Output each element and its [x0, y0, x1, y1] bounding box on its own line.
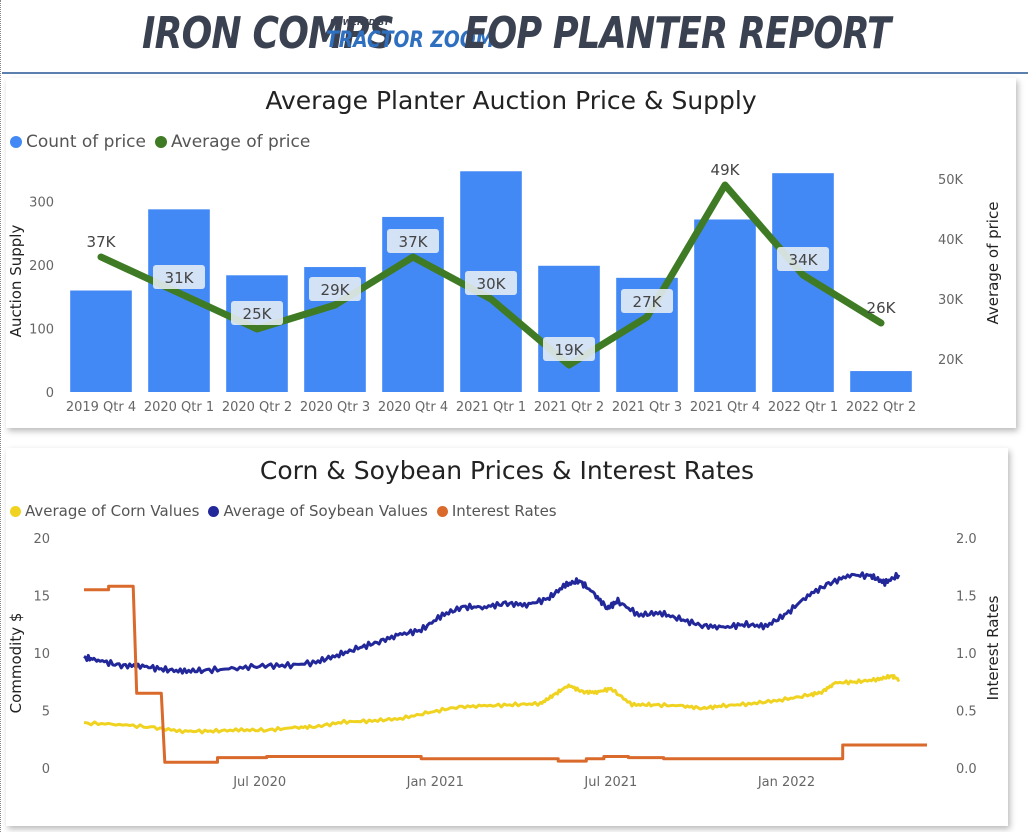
y2-axis-title: Average of price [984, 202, 1002, 325]
soybean-line [83, 571, 901, 675]
y2-tick-label: 50K [938, 173, 964, 188]
bar [70, 290, 132, 392]
data-label-bg [777, 247, 829, 271]
commodity-interest-card: Corn & Soybean Prices & Interest Rates A… [6, 448, 1008, 826]
y-tick-label: 100 [29, 323, 54, 338]
data-label-bg [309, 277, 361, 301]
y2-tick-label: 2.0 [956, 532, 977, 547]
legend-item-corn[interactable]: Average of Corn Values [10, 502, 199, 520]
y2-tick-label: 30K [938, 293, 964, 308]
y-tick-label: 10 [33, 647, 50, 662]
data-label: 27K [633, 293, 663, 311]
y2-tick-label: 1.0 [956, 647, 977, 662]
data-label-bg [231, 301, 283, 325]
y-tick-label: 15 [33, 590, 50, 605]
interest-rate-line [84, 584, 927, 764]
legend-label: Count of price [26, 132, 146, 152]
legend-dot-icon [10, 136, 22, 148]
legend-dot-icon [10, 505, 21, 517]
data-label: 25K [243, 305, 273, 323]
report-header: IRON COMPS POWERED BY TRACTOR ZOOM EOP P… [0, 0, 1028, 74]
data-label: 29K [321, 281, 351, 299]
data-label: 19K [555, 341, 585, 359]
data-label: 49K [711, 161, 741, 179]
chart1-plot: 0 100 200 300 20K 30K 40K 50K Auction Supply Aver… [7, 161, 1002, 415]
y-tick-label: 20 [33, 532, 50, 547]
data-label: 31K [165, 269, 195, 287]
y-tick-label: 200 [29, 259, 54, 274]
y-tick-label: 0 [46, 386, 54, 401]
y-axis-title: Commodity $ [7, 613, 25, 714]
bar [538, 265, 600, 392]
legend-label: Average of Corn Values [25, 502, 200, 520]
y-tick-label: 0 [42, 762, 50, 777]
x-tick-label: 2021 Qtr 1 [456, 400, 526, 415]
data-label-bg [621, 289, 673, 313]
data-label: 37K [399, 233, 429, 251]
bar [772, 173, 834, 392]
chart2-plot: 0 5 10 15 20 0.0 0.5 1.0 1.5 2.0 Jul 2020 Jan 2021 J… [7, 532, 1002, 790]
legend-dot-icon [155, 136, 167, 148]
data-label-bg [387, 229, 439, 253]
y2-axis-title: Interest Rates [984, 595, 1002, 700]
x-tick-label: 2022 Qtr 2 [846, 400, 916, 415]
data-label-bg [465, 271, 517, 295]
planter-price-supply-card: Average Planter Auction Price & Supply C… [6, 78, 1016, 428]
left-dotted-rule [0, 0, 2, 832]
x-tick-label: 2020 Qtr 1 [144, 400, 214, 415]
legend-dot-icon [436, 505, 448, 517]
legend-item-soybean[interactable]: Average of Soybean Values [208, 502, 428, 520]
header-divider [2, 72, 1028, 74]
bar [226, 275, 288, 392]
legend-label: Interest Rates [451, 502, 557, 520]
legend-item-average[interactable]: Average of price [155, 132, 310, 152]
x-tick-label: Jul 2021 [583, 775, 637, 790]
report-title: EOP PLANTER REPORT [464, 8, 891, 59]
chart2-legend: Average of Corn Values Average of Soybea… [10, 502, 566, 520]
data-label: 37K [87, 233, 117, 251]
legend-dot-icon [208, 505, 220, 517]
legend-item-interest[interactable]: Interest Rates [436, 502, 557, 520]
brand-main: IRON COMPS [142, 8, 395, 59]
x-tick-label: 2020 Qtr 2 [222, 400, 292, 415]
data-label: 34K [789, 251, 819, 269]
y2-tick-label: 40K [938, 233, 964, 248]
y2-tick-label: 20K [938, 353, 964, 368]
brand-powered-by: POWERED BY [330, 18, 390, 27]
legend-label: Average of price [171, 132, 311, 152]
x-tick-label: 2021 Qtr 2 [534, 400, 604, 415]
bar [850, 371, 912, 392]
y-axis-title: Auction Supply [7, 225, 25, 338]
x-tick-label: 2019 Qtr 4 [66, 400, 136, 415]
y2-tick-label: 0.0 [956, 762, 977, 777]
y-tick-label: 300 [29, 196, 54, 211]
data-label-bg [543, 337, 595, 361]
y-tick-label: 5 [42, 705, 50, 720]
chart1-title: Average Planter Auction Price & Supply [265, 86, 757, 115]
legend-label: Average of Soybean Values [223, 502, 428, 520]
data-label: 30K [477, 275, 507, 293]
corn-line [83, 674, 901, 735]
bar [694, 219, 756, 392]
x-tick-label: 2020 Qtr 4 [378, 400, 448, 415]
x-tick-label: 2022 Qtr 1 [768, 400, 838, 415]
chart1-legend: Count of price Average of price [10, 132, 319, 152]
x-tick-label: Jan 2021 [406, 775, 464, 790]
x-tick-label: 2021 Qtr 4 [690, 400, 760, 415]
x-tick-label: 2021 Qtr 3 [612, 400, 682, 415]
brand-tractor-zoom: TRACTOR ZOOM [326, 28, 495, 53]
x-tick-label: Jan 2022 [757, 775, 815, 790]
data-label: 26K [867, 299, 897, 317]
y2-tick-label: 0.5 [956, 705, 977, 720]
chart2-title: Corn & Soybean Prices & Interest Rates [259, 456, 755, 485]
x-tick-label: Jul 2020 [232, 775, 286, 790]
legend-item-count[interactable]: Count of price [10, 132, 146, 152]
data-label-bg [153, 265, 205, 289]
y2-tick-label: 1.5 [956, 590, 977, 605]
x-tick-label: 2020 Qtr 3 [300, 400, 370, 415]
